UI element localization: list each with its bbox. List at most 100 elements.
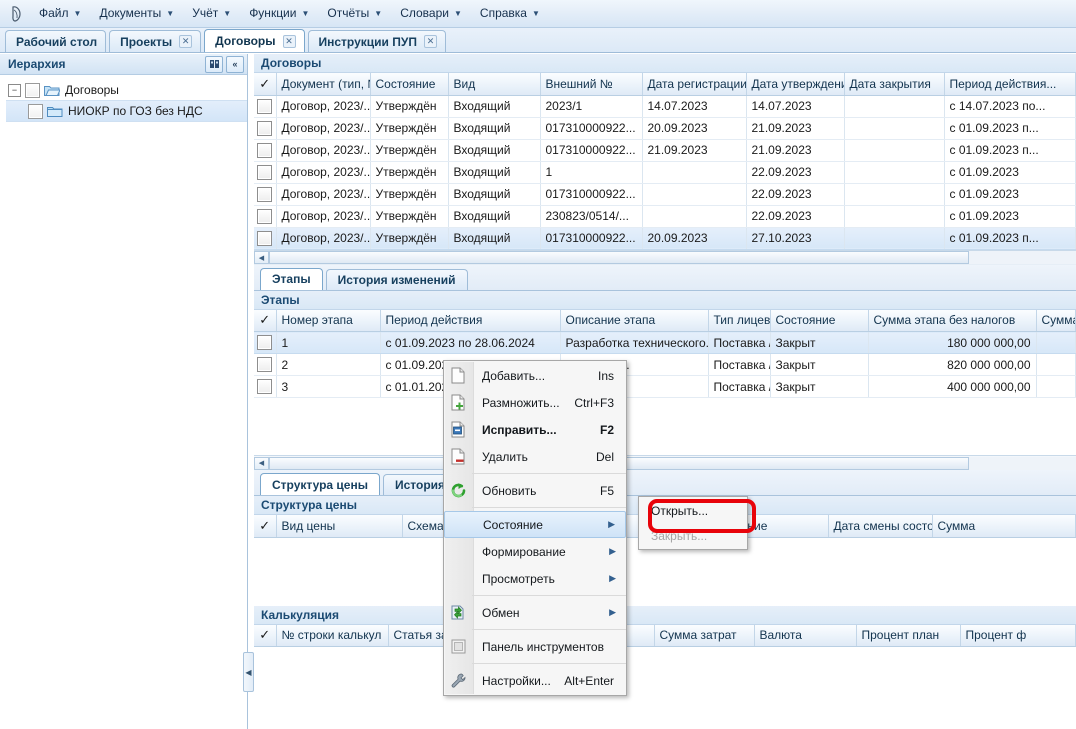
col-calc-row-number[interactable]: № строки калькул: [276, 624, 389, 647]
close-icon[interactable]: ✕: [179, 35, 193, 48]
calc-select-all-header[interactable]: ✓: [254, 624, 277, 647]
scroll-track[interactable]: [969, 456, 1076, 470]
col-price-sum[interactable]: Сумма: [932, 515, 1076, 538]
col-cost-sum[interactable]: Сумма затрат: [654, 624, 755, 647]
ctx-item-ispravit[interactable]: Исправить... F2: [444, 416, 626, 443]
table-row[interactable]: 3 с 01.01.202 зделия и ... Поставка / пр…: [254, 375, 1076, 398]
col-kind[interactable]: Вид: [448, 73, 541, 96]
tab-dogovory[interactable]: Договоры ✕: [204, 29, 305, 52]
collapse-icon[interactable]: «: [226, 55, 244, 73]
menu-dictionaries[interactable]: Словари ▼: [392, 3, 470, 24]
row-checkbox-cell[interactable]: [254, 161, 277, 184]
col-state[interactable]: Состояние: [370, 73, 449, 96]
row-checkbox-cell[interactable]: [254, 375, 277, 398]
col-state-change-date[interactable]: Дата смены состоя: [828, 515, 933, 538]
row-checkbox-cell[interactable]: [254, 117, 277, 140]
expander-icon[interactable]: −: [8, 83, 21, 97]
col-external-number[interactable]: Внешний №: [540, 73, 643, 96]
tab-istoriya-izmeneniy[interactable]: История изменений: [325, 268, 468, 290]
ctx-item-formirovanie[interactable]: Формирование ▶: [444, 538, 626, 565]
menu-reports[interactable]: Отчёты ▼: [319, 3, 390, 24]
scroll-left-icon[interactable]: ◀: [254, 456, 269, 470]
table-row[interactable]: 1 с 01.09.2023 по 28.06.2024 Разработка …: [254, 331, 1076, 354]
tab-etapy[interactable]: Этапы: [260, 267, 323, 290]
row-checkbox-cell[interactable]: [254, 183, 277, 206]
col-stage-sum-no-tax[interactable]: Сумма этапа без налогов: [868, 309, 1037, 332]
col-percent-plan[interactable]: Процент план: [856, 624, 961, 647]
row-checkbox[interactable]: [257, 98, 273, 114]
table-row[interactable]: Договор, 2023/... Утверждён Входящий 202…: [254, 95, 1076, 118]
submenu-item-otkryt[interactable]: Открыть...: [639, 498, 747, 523]
col-document[interactable]: Документ (тип, №: [276, 73, 371, 96]
tab-struktura-ceny[interactable]: Структура цены: [260, 473, 380, 495]
row-checkbox[interactable]: [257, 230, 273, 246]
row-checkbox-cell[interactable]: [254, 331, 277, 354]
menu-documents[interactable]: Документы ▼: [91, 3, 182, 24]
col-currency[interactable]: Валюта: [754, 624, 857, 647]
col-stage-period[interactable]: Период действия: [380, 309, 561, 332]
row-checkbox-cell[interactable]: [254, 139, 277, 162]
row-checkbox-cell[interactable]: [254, 95, 277, 118]
row-checkbox-cell[interactable]: [254, 353, 277, 376]
scroll-thumb[interactable]: [269, 251, 969, 264]
menu-functions[interactable]: Функции ▼: [241, 3, 317, 24]
row-checkbox[interactable]: [257, 142, 273, 158]
ctx-item-sostoyanie[interactable]: Состояние ▶: [444, 511, 626, 538]
menu-help[interactable]: Справка ▼: [472, 3, 548, 24]
ctx-item-dobavit[interactable]: Добавить... Ins: [444, 362, 626, 389]
table-row[interactable]: 2 с 01.09.202 очей конс... Поставка / пр…: [254, 353, 1076, 376]
ctx-item-panel-instrumentov[interactable]: Панель инструментов: [444, 633, 626, 660]
tree-node-niokr[interactable]: НИОКР по ГОЗ без НДС: [6, 100, 247, 122]
table-row[interactable]: Договор, 2023/... Утверждён Входящий 017…: [254, 227, 1076, 250]
row-checkbox[interactable]: [257, 357, 273, 373]
table-row[interactable]: Договор, 2023/... Утверждён Входящий 230…: [254, 205, 1076, 228]
row-checkbox[interactable]: [257, 164, 273, 180]
col-validity-period[interactable]: Период действия...: [944, 73, 1076, 96]
menu-file[interactable]: Файл ▼: [31, 3, 89, 24]
ctx-item-nastroyki[interactable]: Настройки... Alt+Enter: [444, 667, 626, 694]
table-row[interactable]: Договор, 2023/... Утверждён Входящий 017…: [254, 117, 1076, 140]
col-registration-date[interactable]: Дата регистрации: [642, 73, 747, 96]
menu-accounting[interactable]: Учёт ▼: [184, 3, 239, 24]
close-icon[interactable]: ✕: [282, 34, 296, 48]
tab-rabochiy-stol[interactable]: Рабочий стол: [5, 30, 107, 52]
col-stage-description[interactable]: Описание этапа: [560, 309, 709, 332]
table-row[interactable]: Договор, 2023/... Утверждён Входящий 017…: [254, 139, 1076, 162]
col-percent-fact[interactable]: Процент ф: [960, 624, 1076, 647]
ctx-item-razmnozhit[interactable]: Размножить... Ctrl+F3: [444, 389, 626, 416]
tree-node-dogovory[interactable]: − Договоры: [6, 80, 247, 100]
row-checkbox[interactable]: [257, 379, 273, 395]
col-approval-date[interactable]: Дата утверждения: [746, 73, 845, 96]
scroll-left-icon[interactable]: ◀: [254, 251, 269, 264]
row-checkbox-cell[interactable]: [254, 227, 277, 250]
ctx-item-udalit[interactable]: Удалить Del: [444, 443, 626, 470]
col-account-type[interactable]: Тип лицевого счёт: [708, 309, 771, 332]
stages-select-all-header[interactable]: ✓: [254, 309, 277, 332]
col-stage-sum[interactable]: Сумма: [1036, 309, 1076, 332]
ctx-item-obmen[interactable]: Обмен ▶: [444, 599, 626, 626]
scroll-track[interactable]: [969, 251, 1076, 264]
row-checkbox-cell[interactable]: [254, 205, 277, 228]
row-checkbox[interactable]: [257, 208, 273, 224]
col-close-date[interactable]: Дата закрытия: [844, 73, 945, 96]
col-stage-number[interactable]: Номер этапа: [276, 309, 381, 332]
stages-hscrollbar[interactable]: ◀: [254, 455, 1076, 470]
find-icon[interactable]: [205, 55, 223, 73]
close-icon[interactable]: ✕: [423, 35, 437, 48]
tree-node-checkbox[interactable]: [28, 103, 43, 119]
tab-instrukcii-pup[interactable]: Инструкции ПУП ✕: [307, 30, 446, 52]
ctx-item-prosmotret[interactable]: Просмотреть ▶: [444, 565, 626, 592]
ctx-item-obnovit[interactable]: Обновить F5: [444, 477, 626, 504]
row-checkbox[interactable]: [257, 120, 273, 136]
contracts-select-all-header[interactable]: ✓: [254, 73, 277, 96]
row-checkbox[interactable]: [257, 186, 273, 202]
panel-splitter-handle[interactable]: ◀: [243, 652, 254, 692]
row-checkbox[interactable]: [257, 335, 273, 351]
price-select-all-header[interactable]: ✓: [254, 515, 277, 538]
tree-node-checkbox[interactable]: [25, 82, 40, 98]
contracts-hscrollbar[interactable]: ◀: [254, 249, 1076, 265]
table-row[interactable]: Договор, 2023/... Утверждён Входящий 1 2…: [254, 161, 1076, 184]
tab-proekty[interactable]: Проекты ✕: [109, 30, 202, 52]
table-row[interactable]: Договор, 2023/... Утверждён Входящий 017…: [254, 183, 1076, 206]
col-price-kind[interactable]: Вид цены: [276, 515, 403, 538]
